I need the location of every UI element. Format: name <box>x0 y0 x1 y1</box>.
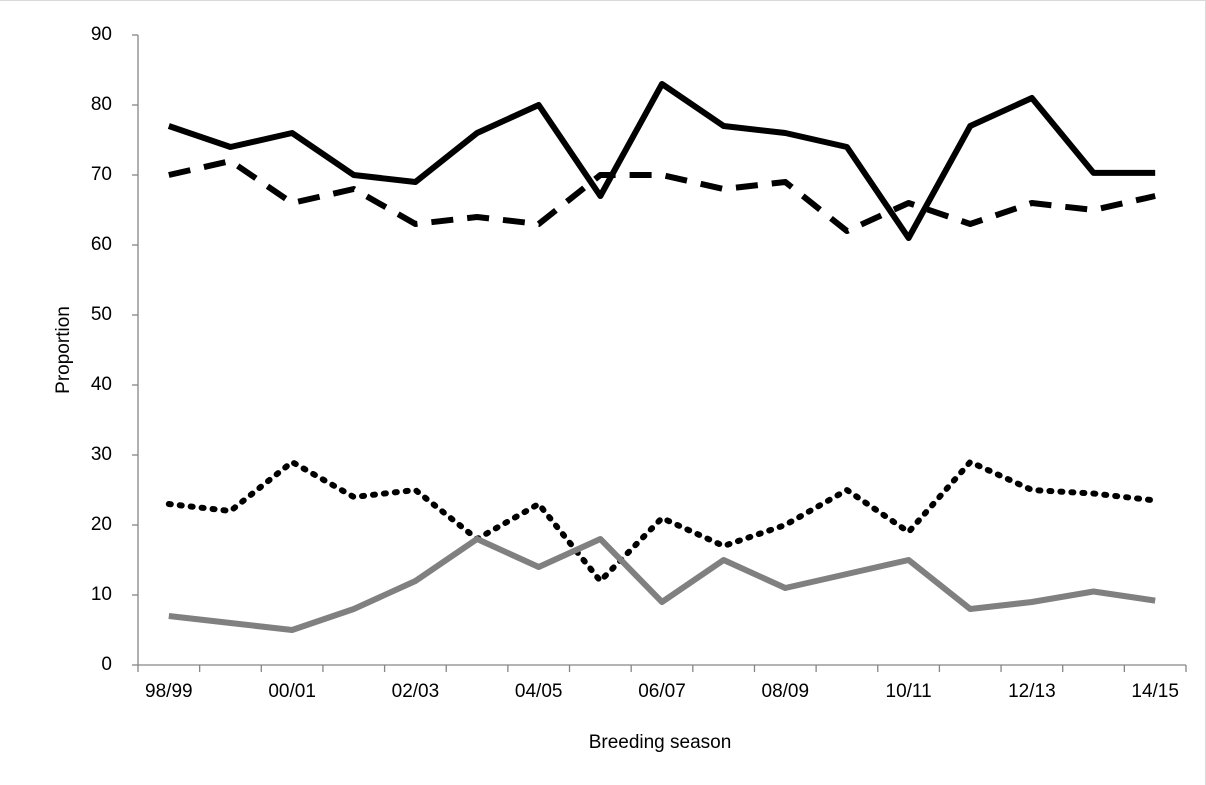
y-tick-label: 30 <box>91 444 112 465</box>
x-tick-label: 14/15 <box>1131 681 1179 702</box>
y-tick-label: 40 <box>91 374 112 395</box>
x-tick-label: 02/03 <box>392 681 440 702</box>
x-tick-label: 12/13 <box>1008 681 1056 702</box>
series-line <box>167 81 1156 241</box>
y-tick-label: 20 <box>91 514 112 535</box>
y-tick-label: 70 <box>91 164 112 185</box>
y-tick-label: 90 <box>91 24 112 45</box>
x-tick-label: 10/11 <box>886 681 932 702</box>
series-line <box>168 536 1156 633</box>
x-tick-label: 04/05 <box>515 681 563 702</box>
series-line <box>168 158 1156 234</box>
y-axis-label: Proportion <box>53 306 74 394</box>
y-tick-label: 80 <box>91 94 112 115</box>
x-tick-label: 00/01 <box>268 681 316 702</box>
x-tick-label: 98/99 <box>145 681 193 702</box>
x-axis-label: Breeding season <box>589 732 732 753</box>
x-tick-label: 08/09 <box>762 681 810 702</box>
y-tick-label: 0 <box>101 654 112 675</box>
series-line <box>165 459 1159 584</box>
y-tick-label: 60 <box>91 234 112 255</box>
y-tick-label: 10 <box>91 584 112 605</box>
y-tick-label: 50 <box>91 304 112 325</box>
x-tick-label: 06/07 <box>638 681 686 702</box>
